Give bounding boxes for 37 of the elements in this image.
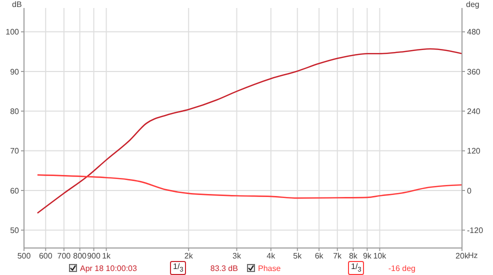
x-tick-label: 800 [73,252,88,261]
y-tick-label: 60 [10,186,20,196]
x-tick-label: 4k [266,252,276,261]
x-tick-label: 500 [17,252,32,261]
x-tick-label: 3k [232,252,242,261]
text: 1/$_{3}$ [170,260,186,275]
y2-tick-label: -120 [467,226,484,235]
x-tick-label: 5k [293,252,303,261]
x-tick-label: 9k [362,252,372,261]
y-axis-title: dB [12,0,22,9]
y-tick-label: 80 [10,106,20,116]
x-tick-label: 10k [373,252,388,261]
text: 83.3 dB [210,264,238,272]
x-tick-label: 8k [348,252,358,261]
x-tick-label: 2k [184,252,194,261]
y-tick-label: 100 [6,28,20,37]
text: 1/$_{3}$ [348,260,364,275]
x-axis-title: Hz [468,251,478,260]
y-tick-label: 90 [10,67,20,76]
y2-tick-label: 120 [467,146,481,156]
x-tick-label: 900 [87,252,102,261]
y2-axis-title: deg [466,0,480,9]
x-tick-label: 20k [456,252,470,261]
x-tick-label: 6k [314,252,324,261]
text: -16 deg [388,264,416,272]
x-tick-label: 600 [38,252,53,261]
y2-tick-label: 360 [467,67,481,76]
y2-tick-label: 0 [467,186,472,196]
y2-tick-label: 480 [467,28,481,37]
x-tick-label: 7k [333,252,343,261]
y-tick-label: 50 [10,226,20,235]
y2-tick-label: 240 [467,106,481,116]
x-tick-label: 700 [57,252,72,261]
x-tick-label: 1k [102,252,112,261]
text: Phase [258,264,282,272]
text: Apr 18 10:00:03 [80,264,138,272]
y-tick-label: 70 [10,146,20,156]
